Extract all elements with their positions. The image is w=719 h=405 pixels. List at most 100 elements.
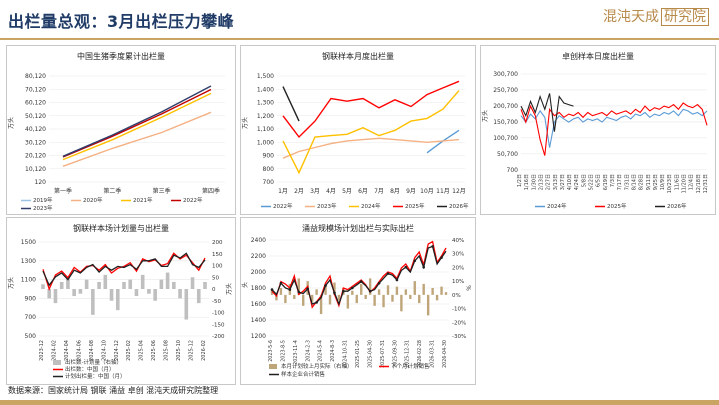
x-tick-label: 12/18日 [696,174,702,193]
y2-tick-label: 100 [212,264,223,270]
x-tick-label: 2025-04-30 [367,340,373,368]
legend-label: 2026年 [667,202,687,210]
bar [72,289,76,297]
x-tick-label: 5月 [342,188,352,195]
series-marker [359,280,363,283]
bar [333,282,336,295]
legend-label: 2023年 [33,204,53,212]
series-marker [386,272,390,275]
series-marker [422,265,425,269]
series-line [271,245,447,306]
bar [203,281,207,289]
y2-tick-label: -200 [212,334,225,340]
bar [190,277,195,289]
y2-tick-label: 50 [212,275,219,281]
bar [409,294,412,299]
x-tick-label: 3/13日 [553,174,559,190]
series-marker [315,301,318,304]
legend-label: 2021年 [133,196,153,204]
panel-chart-4: 钢联样本场计划量与出栏量 500 700 900 1100 1300 1500 万头 -200-… [6,217,236,385]
x-tick-label: 7月 [374,188,384,195]
x-tick-label: 第一季 [54,187,72,195]
bar [134,289,139,297]
y-tick-label: 1800 [251,285,266,292]
y-tick-label: 700 [507,167,519,174]
legend-label: 样本企业合计销售 [281,370,325,378]
y-tick-label: 1300 [21,258,36,265]
x-tick-label: 2024-10 [101,340,107,361]
series-marker [377,281,381,285]
legend-label: 2022年 [273,202,293,210]
x-tick-label: 2月 [294,188,304,195]
bar [66,277,70,289]
y-tick-label: 70,120 [25,86,46,93]
bar [351,290,354,295]
x-tick-label: 2025-02 [126,340,132,361]
data-source-note: 数据来源：国家统计局 钢联 涌益 卓创 混沌天成研究院整理 [8,386,219,395]
x-tick-label: 2024-08 [89,340,95,361]
x-tick-label: 2026-03-31 [430,340,436,368]
bar [178,289,182,299]
y-tick-label: 30,120 [25,139,46,146]
y-tick-label: 1100 [21,277,36,284]
legend-label: 本月计划较上月实际（右轴） [281,362,353,370]
legend-label: 2025年 [607,202,627,210]
x-tick-label: 2024-2-3 [305,340,311,362]
bar [41,284,45,289]
bar [426,294,430,316]
y-tick-label: 200,700 [493,103,518,110]
series-line [520,93,574,132]
monthly-output-chart: 钢联样本月度出栏量 700 800 900 1,000 1,100 1,200 1,300 1,… [241,51,469,210]
series-marker [342,289,345,293]
bar [147,289,151,294]
y2-tick-label: -100 [212,311,225,317]
series-line [62,88,212,158]
brand-logo: 混沌天成 研究院 [603,6,709,26]
x-tick-label: 2026-02 [201,340,207,361]
y-tick-label: 1200 [251,333,266,340]
y2-axis-label: 万头 [225,283,233,295]
series-marker [440,256,443,259]
bar [109,289,114,301]
series-marker [324,284,327,287]
x-tick-label: 12月 [452,188,466,195]
series-line [42,252,206,287]
legend-label: 2026年 [449,202,469,210]
bar [293,294,296,299]
x-tick-label: 7/3日 [610,174,616,187]
y-tick-label: 900 [263,153,275,160]
bar [346,294,350,309]
brand-suffix: 研究院 [661,8,709,26]
bar [400,294,403,312]
x-tick-label: 2024-04 [64,340,70,361]
bar [386,285,390,295]
bar [47,289,52,299]
x-tick-label: 1/2日 [517,174,523,187]
x-tick-label: 2025-12 [189,340,195,361]
legend-swatch [53,360,61,365]
bar [153,289,157,301]
series-line [520,102,708,156]
y-tick-label: 250,700 [493,87,518,94]
legend-label: 下个月计划销售 [391,362,430,370]
chart-title: 钢联样本月度出栏量 [322,51,394,61]
series-marker [404,265,408,269]
bar [159,279,164,289]
legend-label: 2023年 [317,202,337,210]
x-tick-label: 11/20日 [682,174,688,193]
panel-chart-3: 卓创样本日度出栏量 700 50,700 100,700 150,700 200,700 2… [480,45,716,215]
series-marker [431,245,434,248]
x-tick-label: 第二季 [103,187,121,195]
y-axis-label: 万头 [241,117,249,129]
x-tick-label: 2024-06 [76,340,82,361]
scale-farm-chart: 涌益规模场计划出栏与实际出栏 1200 1400 1600 1800 2000 2200 24… [241,223,473,378]
y2-tick-label: -150 [212,322,225,328]
y-tick-label: 1500 [21,239,36,246]
header-bar [0,0,719,38]
bar [324,286,327,295]
x-tick-label: 2024-5-4 [318,340,324,362]
series-line [282,90,460,175]
legend-label: 2024年 [361,202,381,210]
legend-label: 2025年 [405,202,425,210]
y-tick-label: 1,100 [257,126,274,133]
